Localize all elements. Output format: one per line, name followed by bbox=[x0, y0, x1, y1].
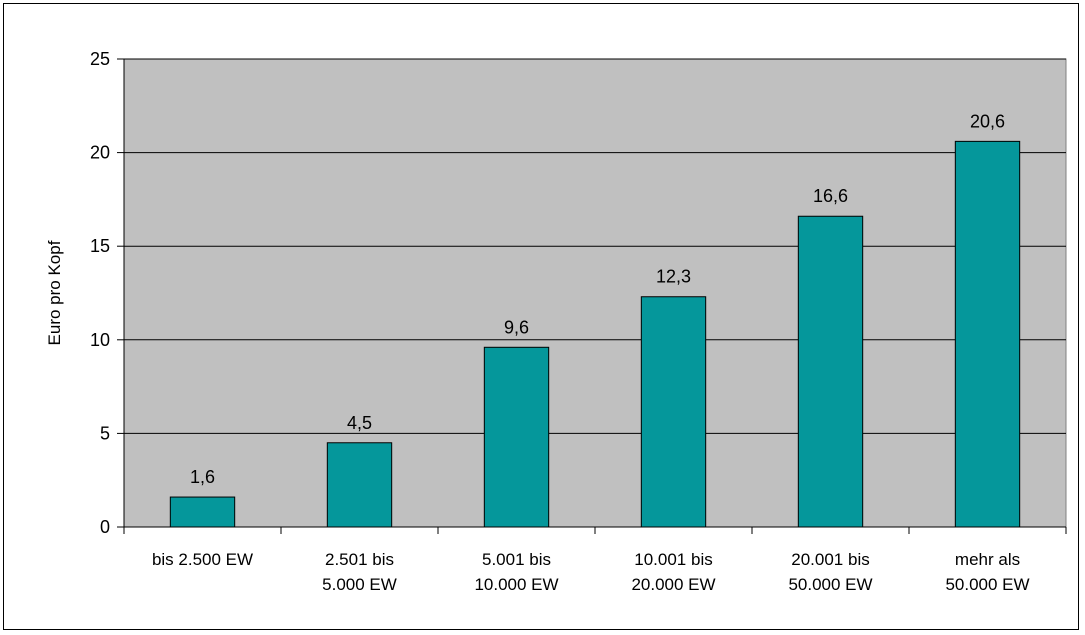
x-category-label: 10.001 bis bbox=[634, 550, 712, 569]
bars bbox=[169, 140, 1021, 528]
bar bbox=[483, 346, 550, 528]
y-tick-label: 10 bbox=[90, 330, 110, 350]
labels: 0 5 10 15 20 25 1,6 bis 2.500 EW 4,5 2.501 bis 5.0… bbox=[90, 49, 1030, 594]
bar bbox=[640, 296, 707, 528]
bar bbox=[169, 496, 236, 528]
x-category-label: 50.000 EW bbox=[788, 575, 872, 594]
gridlines bbox=[124, 58, 1066, 434]
y-tick-label: 25 bbox=[90, 49, 110, 69]
data-label: 1,6 bbox=[190, 467, 215, 487]
axes bbox=[117, 58, 1067, 534]
data-label: 20,6 bbox=[970, 111, 1005, 131]
x-category-label: 10.000 EW bbox=[474, 575, 558, 594]
y-tick-label: 20 bbox=[90, 143, 110, 163]
x-category-label: 20.001 bis bbox=[791, 550, 869, 569]
y-axis-title: Euro pro Kopf bbox=[45, 240, 64, 345]
x-category-label: 20.000 EW bbox=[631, 575, 715, 594]
data-label: 16,6 bbox=[813, 186, 848, 206]
x-category-label: 2.501 bis bbox=[325, 550, 394, 569]
y-tick-label: 15 bbox=[90, 236, 110, 256]
plot-area bbox=[123, 58, 1067, 528]
bar bbox=[954, 140, 1021, 528]
bar bbox=[797, 215, 864, 528]
x-category-label: 50.000 EW bbox=[945, 575, 1029, 594]
data-label: 9,6 bbox=[504, 317, 529, 337]
x-category-label: 5.000 EW bbox=[322, 575, 397, 594]
x-category-label: bis 2.500 EW bbox=[152, 550, 253, 569]
data-label: 4,5 bbox=[347, 413, 372, 433]
x-category-label: mehr als bbox=[955, 550, 1020, 569]
data-label: 12,3 bbox=[656, 267, 691, 287]
bar bbox=[326, 442, 393, 528]
y-tick-label: 0 bbox=[100, 517, 110, 537]
y-tick-label: 5 bbox=[100, 423, 110, 443]
x-category-label: 5.001 bis bbox=[482, 550, 551, 569]
